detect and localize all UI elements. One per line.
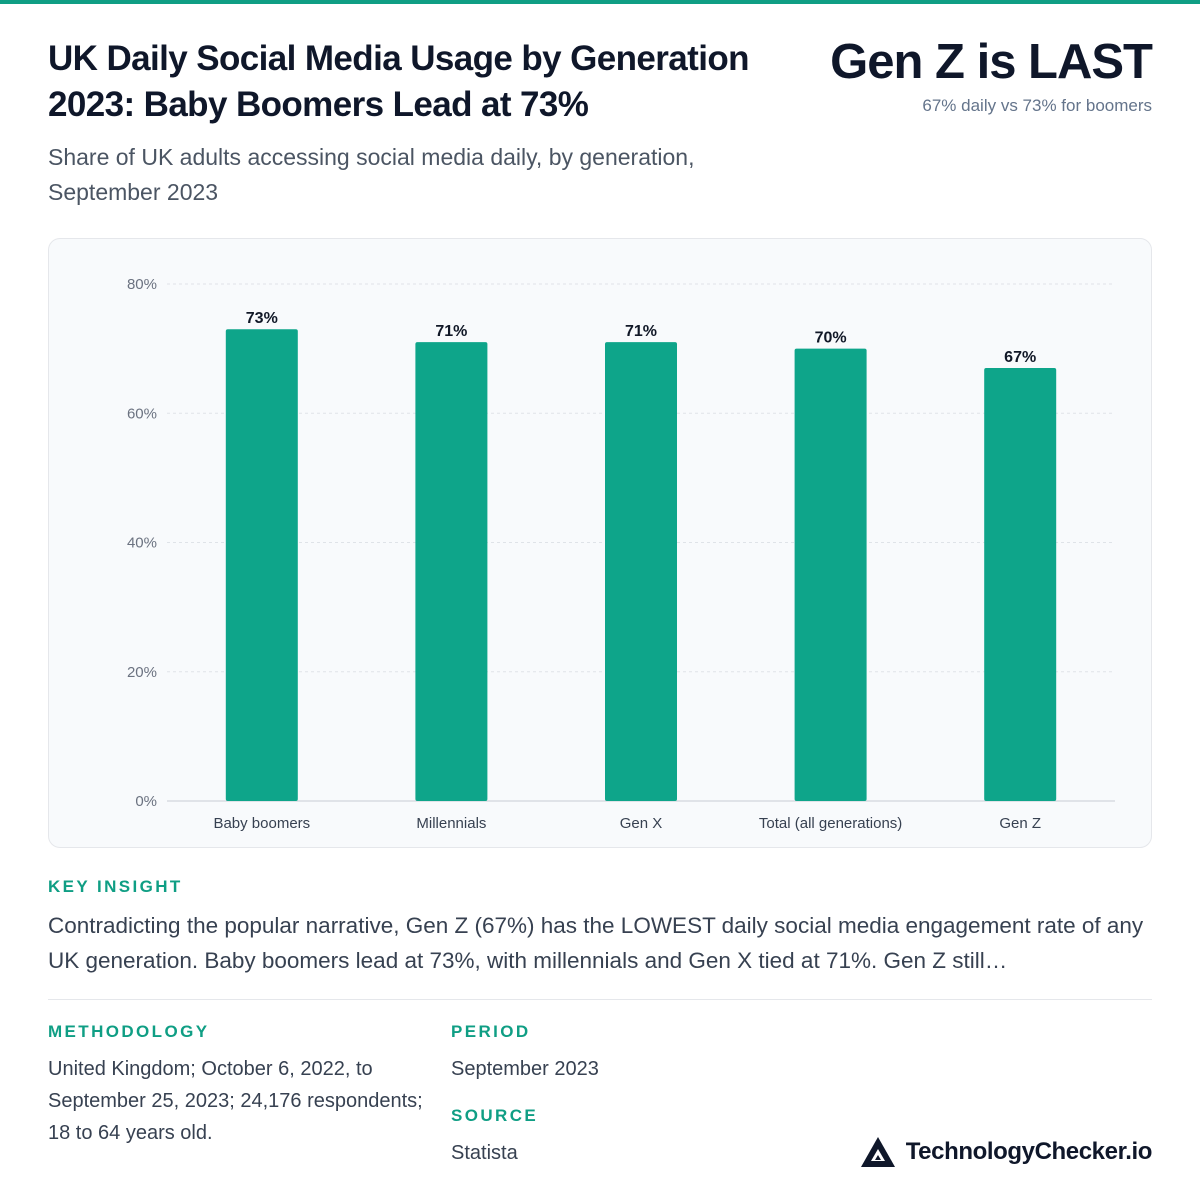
methodology-text: United Kingdom; October 6, 2022, to Sept…	[48, 1058, 423, 1144]
y-tick-label: 0%	[135, 793, 157, 810]
brand-name: TechnologyChecker.io	[905, 1138, 1153, 1165]
x-tick-label: Gen X	[620, 815, 663, 832]
methodology-label: METHODOLOGY	[48, 1022, 210, 1041]
x-tick-label: Gen Z	[999, 815, 1041, 832]
bar	[225, 329, 298, 801]
chart-subtitle: Share of UK adults accessing social medi…	[48, 144, 695, 205]
bar-value-label: 71%	[625, 323, 657, 340]
bar	[794, 348, 867, 801]
y-tick-label: 60%	[127, 405, 157, 422]
divider	[48, 999, 1152, 1000]
bar	[984, 368, 1057, 801]
x-tick-label: Baby boomers	[213, 815, 310, 832]
chart-card: 0% 20% 40% 60% 80% 73% Baby boomers 71% Millenni…	[48, 238, 1152, 848]
bar	[605, 342, 677, 801]
bar-chart: 0% 20% 40% 60% 80% 73% Baby boomers 71% Millenni…	[127, 276, 1115, 832]
bar-value-label: 67%	[1004, 349, 1036, 366]
bar-value-label: 70%	[815, 330, 847, 347]
x-tick-label: Millennials	[416, 815, 486, 832]
key-insight-text: Contradicting the popular narrative, Gen…	[48, 913, 1144, 973]
brand: TechnologyChecker.io	[860, 1134, 1152, 1170]
top-accent-bar	[0, 0, 1200, 4]
bar-value-label: 71%	[435, 323, 467, 340]
y-tick-label: 20%	[127, 664, 157, 681]
key-insight-label: KEY INSIGHT	[48, 877, 183, 896]
period-label: PERIOD	[451, 1022, 531, 1041]
headline-subtext: 67% daily vs 73% for boomers	[922, 96, 1152, 115]
y-tick-label: 80%	[127, 276, 157, 293]
bar	[415, 342, 488, 801]
y-tick-label: 40%	[127, 535, 157, 552]
x-tick-label: Total (all generations)	[759, 815, 902, 832]
period-text: September 2023	[451, 1058, 599, 1080]
chart-title: UK Daily Social Media Usage by Generatio…	[48, 39, 750, 124]
bar-value-label: 73%	[246, 310, 278, 327]
triangle-logo-icon	[860, 1137, 895, 1167]
source-text: Statista	[451, 1142, 518, 1164]
source-label: SOURCE	[451, 1106, 539, 1125]
headline-callout: Gen Z is LAST	[830, 35, 1153, 89]
